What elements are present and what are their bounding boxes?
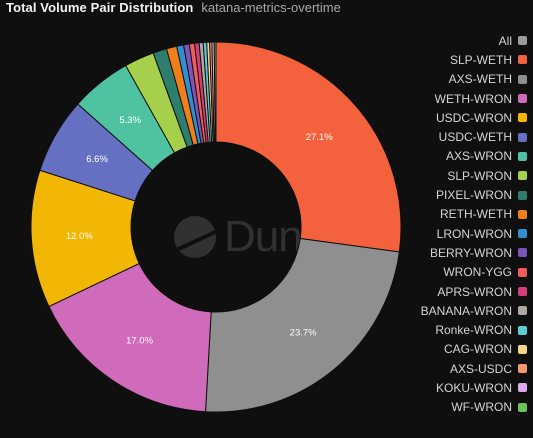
legend-swatch xyxy=(518,383,527,393)
legend-item-lron-wron[interactable]: LRON-WRON xyxy=(387,224,527,243)
legend-label: USDC-WRON xyxy=(436,110,512,125)
legend-item-aprs-wron[interactable]: APRS-WRON xyxy=(387,282,527,301)
legend-label: All xyxy=(498,33,512,48)
slice-weth-wron[interactable] xyxy=(48,262,212,413)
legend-swatch xyxy=(518,74,527,84)
legend-swatch xyxy=(518,132,527,142)
legend-label: KOKU-WRON xyxy=(436,380,512,395)
legend-label: WETH-WRON xyxy=(434,91,512,106)
legend-swatch xyxy=(518,55,527,65)
legend-item-banana-wron[interactable]: BANANA-WRON xyxy=(387,301,527,320)
legend-label: SLP-WRON xyxy=(447,168,512,183)
legend-item-koku-wron[interactable]: KOKU-WRON xyxy=(387,378,527,397)
slice-label-usdc-weth: 6.6% xyxy=(86,154,108,165)
legend-label: SLP-WETH xyxy=(449,52,512,67)
legend-item-wron-ygg[interactable]: WRON-YGG xyxy=(387,263,527,282)
legend-label: AXS-WRON xyxy=(446,149,512,164)
legend-item-ronke-wron[interactable]: Ronke-WRON xyxy=(387,320,527,339)
slice-label-usdc-wron: 12.0% xyxy=(66,231,93,242)
legend-item-axs-wron[interactable]: AXS-WRON xyxy=(387,147,527,166)
legend-label: BANANA-WRON xyxy=(420,303,512,318)
legend-swatch xyxy=(518,113,527,123)
legend-item-usdc-weth[interactable]: USDC-WETH xyxy=(387,127,527,146)
legend-item-weth-wron[interactable]: WETH-WRON xyxy=(387,89,527,108)
chart-header: Total Volume Pair Distribution katana-me… xyxy=(6,0,341,18)
legend-label: USDC-WETH xyxy=(438,130,512,145)
query-name[interactable]: katana-metrics-overtime xyxy=(201,0,341,15)
legend-label: WRON-YGG xyxy=(443,265,512,280)
slice-slp-weth[interactable] xyxy=(215,41,402,253)
legend-swatch xyxy=(518,94,527,104)
legend-swatch xyxy=(518,171,527,181)
legend-swatch xyxy=(518,325,527,335)
legend-swatch xyxy=(518,209,527,219)
legend-item-slp-weth[interactable]: SLP-WETH xyxy=(387,50,527,69)
legend-label: AXS-WETH xyxy=(448,72,512,87)
slice-label-slp-weth: 27.1% xyxy=(306,132,333,143)
legend-item-reth-weth[interactable]: RETH-WETH xyxy=(387,205,527,224)
legend-swatch xyxy=(518,248,527,258)
slice-wf-wron[interactable] xyxy=(213,41,217,143)
legend-item-axs-usdc[interactable]: AXS-USDC xyxy=(387,359,527,378)
legend-label: Ronke-WRON xyxy=(435,323,512,338)
legend-item-pixel-wron[interactable]: PIXEL-WRON xyxy=(387,185,527,204)
legend-swatch xyxy=(518,229,527,239)
dune-logo-icon xyxy=(174,216,216,258)
legend-swatch xyxy=(518,364,527,374)
chart-legend: All SLP-WETH AXS-WETH WETH-WRON USDC-WRON USD… xyxy=(387,31,527,417)
legend-swatch xyxy=(518,344,527,354)
legend-label: RETH-WETH xyxy=(440,207,512,222)
legend-label: AXS-USDC xyxy=(449,361,512,376)
legend-swatch xyxy=(518,36,527,46)
legend-label: CAG-WRON xyxy=(444,342,512,357)
legend-swatch xyxy=(518,190,527,200)
legend-item-slp-wron[interactable]: SLP-WRON xyxy=(387,166,527,185)
legend-swatch xyxy=(518,402,527,412)
legend-item-usdc-wron[interactable]: USDC-WRON xyxy=(387,108,527,127)
legend-label: APRS-WRON xyxy=(437,284,512,299)
legend-label: BERRY-WRON xyxy=(429,245,512,260)
legend-swatch xyxy=(518,267,527,277)
legend-label: PIXEL-WRON xyxy=(435,188,512,203)
legend-item-berry-wron[interactable]: BERRY-WRON xyxy=(387,243,527,262)
slice-label-weth-wron: 17.0% xyxy=(126,336,153,347)
chart-title: Total Volume Pair Distribution xyxy=(6,0,194,15)
legend-item-cag-wron[interactable]: CAG-WRON xyxy=(387,340,527,359)
legend-label: WF-WRON xyxy=(451,400,512,415)
slice-label-axs-wron: 5.3% xyxy=(119,115,141,126)
legend-label: LRON-WRON xyxy=(436,226,512,241)
legend-item-axs-weth[interactable]: AXS-WETH xyxy=(387,70,527,89)
legend-swatch xyxy=(518,151,527,161)
slice-axs-weth[interactable] xyxy=(204,237,400,413)
legend-swatch xyxy=(518,287,527,296)
legend-swatch xyxy=(518,306,527,316)
legend-item-all[interactable]: All xyxy=(387,31,527,50)
legend-item-wf-wron[interactable]: WF-WRON xyxy=(387,398,527,417)
slice-label-axs-weth: 23.7% xyxy=(290,328,317,339)
